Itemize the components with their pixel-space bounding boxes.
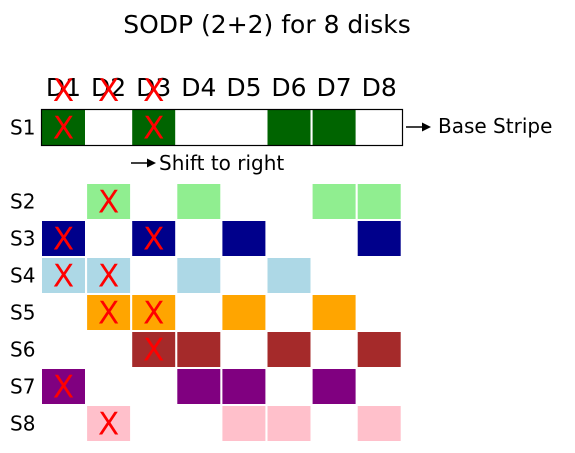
cell-s8-d8 (357, 406, 401, 441)
disk-failed-mark-d3: X (143, 73, 164, 109)
cell-failed-mark-s8-d2: X (98, 407, 119, 443)
cell-s6-d8 (357, 332, 401, 367)
disk-header-d7: D7 (317, 73, 352, 102)
cell-s2-d4 (177, 184, 221, 219)
cell-s2-d8 (357, 184, 401, 219)
cell-s3-d1 (42, 221, 85, 256)
cell-s4-d4 (177, 258, 221, 293)
cell-s7-d7 (312, 369, 356, 404)
cell-s8-d5 (222, 406, 266, 441)
cell-failed-mark-s1-d3: X (143, 111, 164, 147)
stripe-cells (42, 110, 401, 441)
diagram-title: SODP (2+2) for 8 disks (123, 10, 411, 39)
base-stripe-label: Base Stripe (438, 114, 552, 138)
cell-s1-d6 (267, 110, 311, 145)
cell-s1-d7 (312, 110, 356, 145)
cell-s8-d6 (267, 406, 311, 441)
cell-failed-mark-s5-d3: X (143, 296, 164, 332)
disk-header-d4: D4 (181, 73, 216, 102)
cell-s4-d2 (87, 258, 131, 293)
cell-s6-d4 (177, 332, 221, 367)
disk-header-d1: D1 (46, 73, 81, 102)
cell-s7-d5 (222, 369, 266, 404)
cell-failed-mark-s5-d2: X (98, 296, 119, 332)
cell-failed-mark-s4-d1: X (53, 259, 74, 295)
base-stripe-outline (40, 108, 404, 147)
cell-s1-d1 (42, 110, 85, 145)
cell-s7-d1 (42, 369, 85, 404)
stripe-label-s4: S4 (10, 264, 35, 288)
cell-s4-d1 (42, 258, 85, 293)
shift-arrow (131, 158, 156, 168)
cell-s2-d7 (312, 184, 356, 219)
cell-s6-d3 (132, 332, 176, 367)
stripe-label-s1: S1 (10, 116, 35, 140)
cell-s4-d6 (267, 258, 311, 293)
cell-s5-d5 (222, 295, 266, 330)
disk-failed-mark-d2: X (98, 73, 119, 109)
cell-s5-d2 (87, 295, 131, 330)
cell-s6-d6 (267, 332, 311, 367)
disk-failed-mark-d1: X (53, 73, 74, 109)
stripe-label-s2: S2 (10, 190, 35, 214)
stripe-label-s6: S6 (10, 338, 35, 362)
stripe-label-s5: S5 (10, 301, 35, 325)
shift-label: Shift to right (159, 151, 284, 175)
disk-header-d2: D2 (91, 73, 126, 102)
disk-headers: D1 D2 D3 D4 D5 D6 D7 D8 (46, 73, 397, 102)
stripe-label-s7: S7 (10, 375, 35, 399)
disk-header-d6: D6 (271, 73, 306, 102)
cell-failed-mark-s1-d1: X (53, 111, 74, 147)
cell-s3-d3 (132, 221, 176, 256)
cell-s1-d3 (132, 110, 176, 145)
cell-failed-mark-s3-d3: X (143, 222, 164, 258)
stripe-label-s3: S3 (10, 227, 35, 251)
cell-s3-d5 (222, 221, 266, 256)
cell-failed-mark-s6-d3: X (143, 333, 164, 369)
disk-header-d5: D5 (226, 73, 261, 102)
cell-s5-d3 (132, 295, 176, 330)
cell-s3-d8 (357, 221, 401, 256)
base-stripe-arrow (406, 122, 431, 132)
cell-s8-d2 (87, 406, 131, 441)
cell-failed-mark-s7-d1: X (53, 370, 74, 406)
cell-failed-mark-s2-d2: X (98, 185, 119, 221)
cell-failed-mark-s3-d1: X (53, 222, 74, 258)
disk-header-d8: D8 (362, 73, 397, 102)
cell-s7-d4 (177, 369, 221, 404)
disk-header-d3: D3 (136, 73, 171, 102)
stripe-label-s8: S8 (10, 412, 35, 436)
cell-failed-mark-s4-d2: X (98, 259, 119, 295)
cell-s5-d7 (312, 295, 356, 330)
cell-s2-d2 (87, 184, 131, 219)
stripe-labels: S1 S2 S3 S4 S5 S6 S7 S8 (10, 116, 35, 436)
